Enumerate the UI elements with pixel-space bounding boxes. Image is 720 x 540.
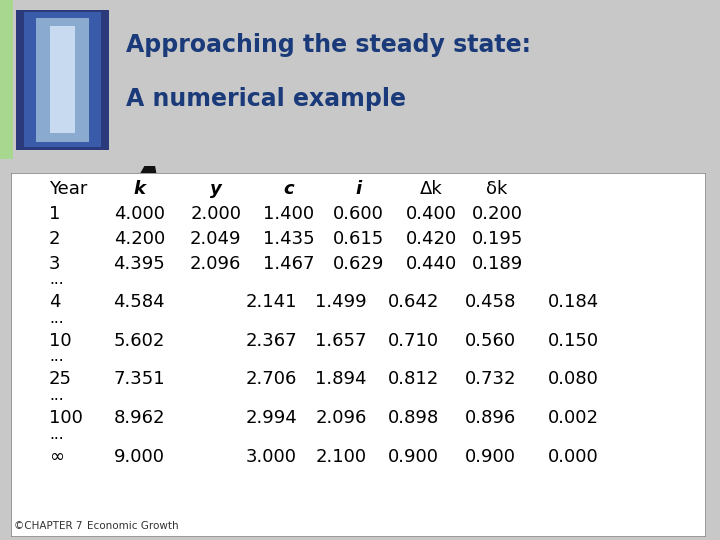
Text: 0.896: 0.896 (464, 409, 516, 427)
Text: 2: 2 (49, 230, 60, 248)
Bar (0, 0, 13, 159)
Text: ...: ... (49, 388, 63, 403)
Text: 0.000: 0.000 (548, 448, 599, 465)
Text: 0.710: 0.710 (388, 332, 439, 350)
Text: 0.900: 0.900 (464, 448, 516, 465)
Text: A numerical example: A numerical example (126, 87, 406, 111)
Text: ©CHAPTER 7: ©CHAPTER 7 (14, 521, 83, 531)
Text: i: i (355, 180, 361, 198)
Text: 1.657: 1.657 (315, 332, 366, 350)
Text: 8.962: 8.962 (114, 409, 165, 427)
Text: 2.000: 2.000 (190, 205, 241, 223)
Text: 0.898: 0.898 (388, 409, 439, 427)
Text: 4.584: 4.584 (114, 293, 165, 311)
Text: 1.894: 1.894 (315, 370, 366, 388)
Text: 2.994: 2.994 (246, 409, 297, 427)
Text: 100: 100 (49, 409, 83, 427)
Text: 2.096: 2.096 (190, 254, 241, 273)
Text: Δk: Δk (420, 180, 443, 198)
Bar (36, 18, 89, 141)
Text: 0.615: 0.615 (333, 230, 384, 248)
Text: Economic Growth: Economic Growth (87, 521, 179, 531)
Text: 0.420: 0.420 (405, 230, 456, 248)
Text: 0.189: 0.189 (472, 254, 523, 273)
Text: 0.184: 0.184 (548, 293, 599, 311)
Text: 1.435: 1.435 (263, 230, 315, 248)
Text: 2.049: 2.049 (190, 230, 241, 248)
Text: 0.732: 0.732 (464, 370, 516, 388)
Text: 10: 10 (49, 332, 71, 350)
Text: 4.395: 4.395 (114, 254, 165, 273)
Text: ...: ... (49, 349, 63, 364)
Text: 0.812: 0.812 (388, 370, 439, 388)
Text: 0.600: 0.600 (333, 205, 384, 223)
Text: 0.002: 0.002 (548, 409, 599, 427)
Text: 2.367: 2.367 (246, 332, 297, 350)
Text: 4.200: 4.200 (114, 230, 165, 248)
Text: 3.000: 3.000 (246, 448, 297, 465)
Text: 4.000: 4.000 (114, 205, 165, 223)
Text: y: y (210, 180, 222, 198)
Text: 1: 1 (49, 205, 60, 223)
Bar (24, 12, 101, 147)
Text: 0.458: 0.458 (464, 293, 516, 311)
Text: 0.400: 0.400 (405, 205, 456, 223)
Text: 1.400: 1.400 (263, 205, 315, 223)
Text: 7.351: 7.351 (114, 370, 165, 388)
Text: 25: 25 (49, 370, 72, 388)
Text: 0.440: 0.440 (405, 254, 456, 273)
Text: 1.499: 1.499 (315, 293, 366, 311)
Text: 0.195: 0.195 (472, 230, 523, 248)
Text: 0.642: 0.642 (388, 293, 439, 311)
Text: 2.100: 2.100 (315, 448, 366, 465)
Text: 0.629: 0.629 (333, 254, 384, 273)
Text: 5.602: 5.602 (114, 332, 165, 350)
Text: ...: ... (49, 427, 63, 442)
Text: k: k (133, 180, 145, 198)
Text: ∞: ∞ (49, 448, 64, 465)
Text: δk: δk (487, 180, 508, 198)
Text: 2.096: 2.096 (315, 409, 366, 427)
Text: 4: 4 (49, 293, 60, 311)
Text: 0.560: 0.560 (464, 332, 516, 350)
Text: 2.706: 2.706 (246, 370, 297, 388)
Text: c: c (284, 180, 294, 198)
Text: Approaching the steady state:: Approaching the steady state: (126, 32, 531, 57)
Text: ...: ... (49, 272, 63, 287)
Text: Assum: Assum (126, 164, 312, 212)
Text: 0.900: 0.900 (388, 448, 439, 465)
Text: Year: Year (49, 180, 87, 198)
Text: 2.141: 2.141 (246, 293, 297, 311)
Text: 1.467: 1.467 (263, 254, 315, 273)
Text: 0.150: 0.150 (548, 332, 599, 350)
Bar (16, 10, 109, 150)
Text: 3: 3 (49, 254, 60, 273)
Text: ...: ... (49, 311, 63, 326)
Text: 9.000: 9.000 (114, 448, 165, 465)
Bar (50, 26, 75, 133)
Text: 0.200: 0.200 (472, 205, 523, 223)
Text: 0.080: 0.080 (548, 370, 599, 388)
